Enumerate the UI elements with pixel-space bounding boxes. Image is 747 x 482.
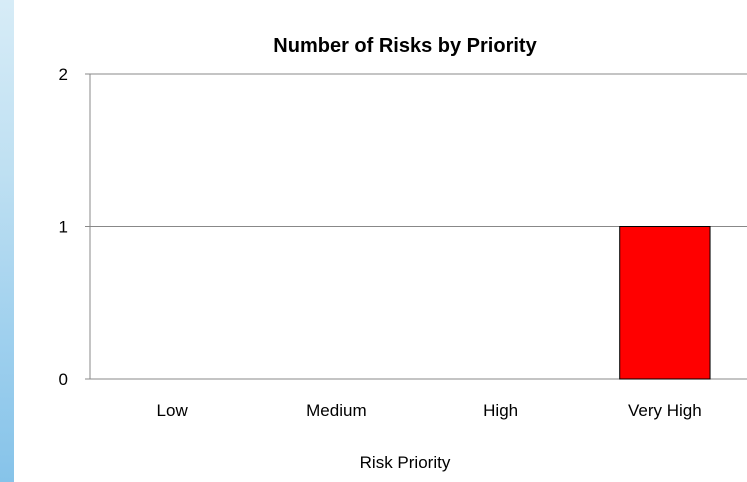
x-tick-label: Very High bbox=[628, 401, 702, 420]
y-tick-label: 2 bbox=[59, 65, 68, 84]
chart-frame: Number of Risks by Priority 0 1 2 Low Mediu… bbox=[14, 0, 747, 482]
x-tick-label: High bbox=[483, 401, 518, 420]
x-tick-label: Low bbox=[157, 401, 189, 420]
x-axis-label: Risk Priority bbox=[360, 453, 451, 472]
y-tick-labels: 0 1 2 bbox=[59, 65, 68, 389]
bar-very-high bbox=[619, 226, 711, 380]
x-tick-labels: Low Medium High Very High bbox=[157, 401, 702, 420]
gridlines bbox=[90, 73, 747, 227]
chart-title: Number of Risks by Priority bbox=[273, 35, 537, 57]
bars bbox=[619, 226, 711, 380]
y-tick-label: 0 bbox=[59, 370, 68, 389]
left-background-strip bbox=[0, 0, 14, 482]
y-tick-label: 1 bbox=[59, 218, 68, 237]
bar-chart: Number of Risks by Priority 0 1 2 Low Mediu… bbox=[59, 35, 747, 472]
x-tick-label: Medium bbox=[306, 401, 366, 420]
